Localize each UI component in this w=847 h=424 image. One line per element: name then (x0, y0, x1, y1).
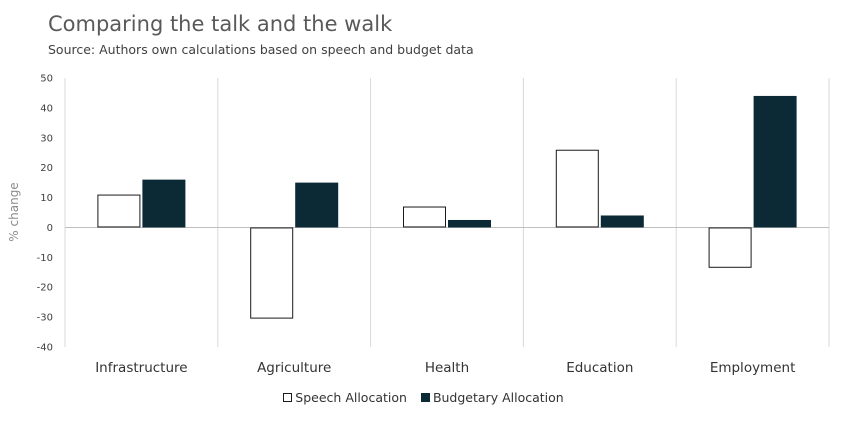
chart-subtitle: Source: Authors own calculations based o… (48, 42, 474, 57)
x-category-label: Employment (710, 360, 796, 376)
y-axis-label: % change (7, 182, 21, 241)
legend-swatch-speech (283, 393, 293, 402)
legend-swatch-budget (420, 393, 430, 402)
speech-bar-agriculture (250, 227, 294, 319)
y-tick-label: -30 (37, 313, 53, 324)
y-tick-label: 40 (40, 103, 53, 114)
budget-bar-agriculture (295, 182, 339, 228)
legend-item-speech: Speech Allocation (283, 390, 407, 405)
speech-bar-employment (708, 227, 752, 268)
budget-bar-employment (753, 95, 797, 228)
speech-bar-education (555, 149, 599, 228)
y-tick-label: 10 (40, 193, 53, 204)
y-axis-ticks: 50 40 30 20 10 0 -10 -20 -30 -40 (37, 74, 53, 354)
legend-label-budget: Budgetary Allocation (432, 390, 564, 405)
y-tick-label: 50 (40, 74, 53, 85)
speech-bar-health (403, 206, 446, 228)
budget-bar-infrastructure (142, 179, 186, 228)
bars (97, 95, 797, 319)
y-tick-label: -10 (37, 253, 53, 264)
y-tick-label: 30 (40, 133, 53, 144)
x-axis-labels: Infrastructure Agriculture Health Education… (95, 360, 795, 376)
category-dividers (64, 78, 830, 347)
budget-bar-education (600, 215, 644, 228)
budget-bar-health (448, 219, 491, 228)
x-category-label: Infrastructure (95, 360, 187, 376)
speech-bar-infrastructure (97, 194, 141, 228)
chart-title: Comparing the talk and the walk (48, 12, 393, 36)
legend-label-speech: Speech Allocation (295, 390, 407, 405)
x-category-label: Agriculture (257, 360, 331, 376)
x-category-label: Education (566, 360, 633, 376)
y-tick-label: 0 (47, 223, 53, 234)
legend: Speech Allocation Budgetary Allocation (0, 390, 847, 405)
legend-item-budget: Budgetary Allocation (420, 390, 564, 405)
y-tick-label: -20 (37, 283, 53, 294)
y-tick-label: 20 (40, 163, 53, 174)
y-tick-label: -40 (37, 343, 53, 354)
x-category-label: Health (425, 360, 469, 376)
